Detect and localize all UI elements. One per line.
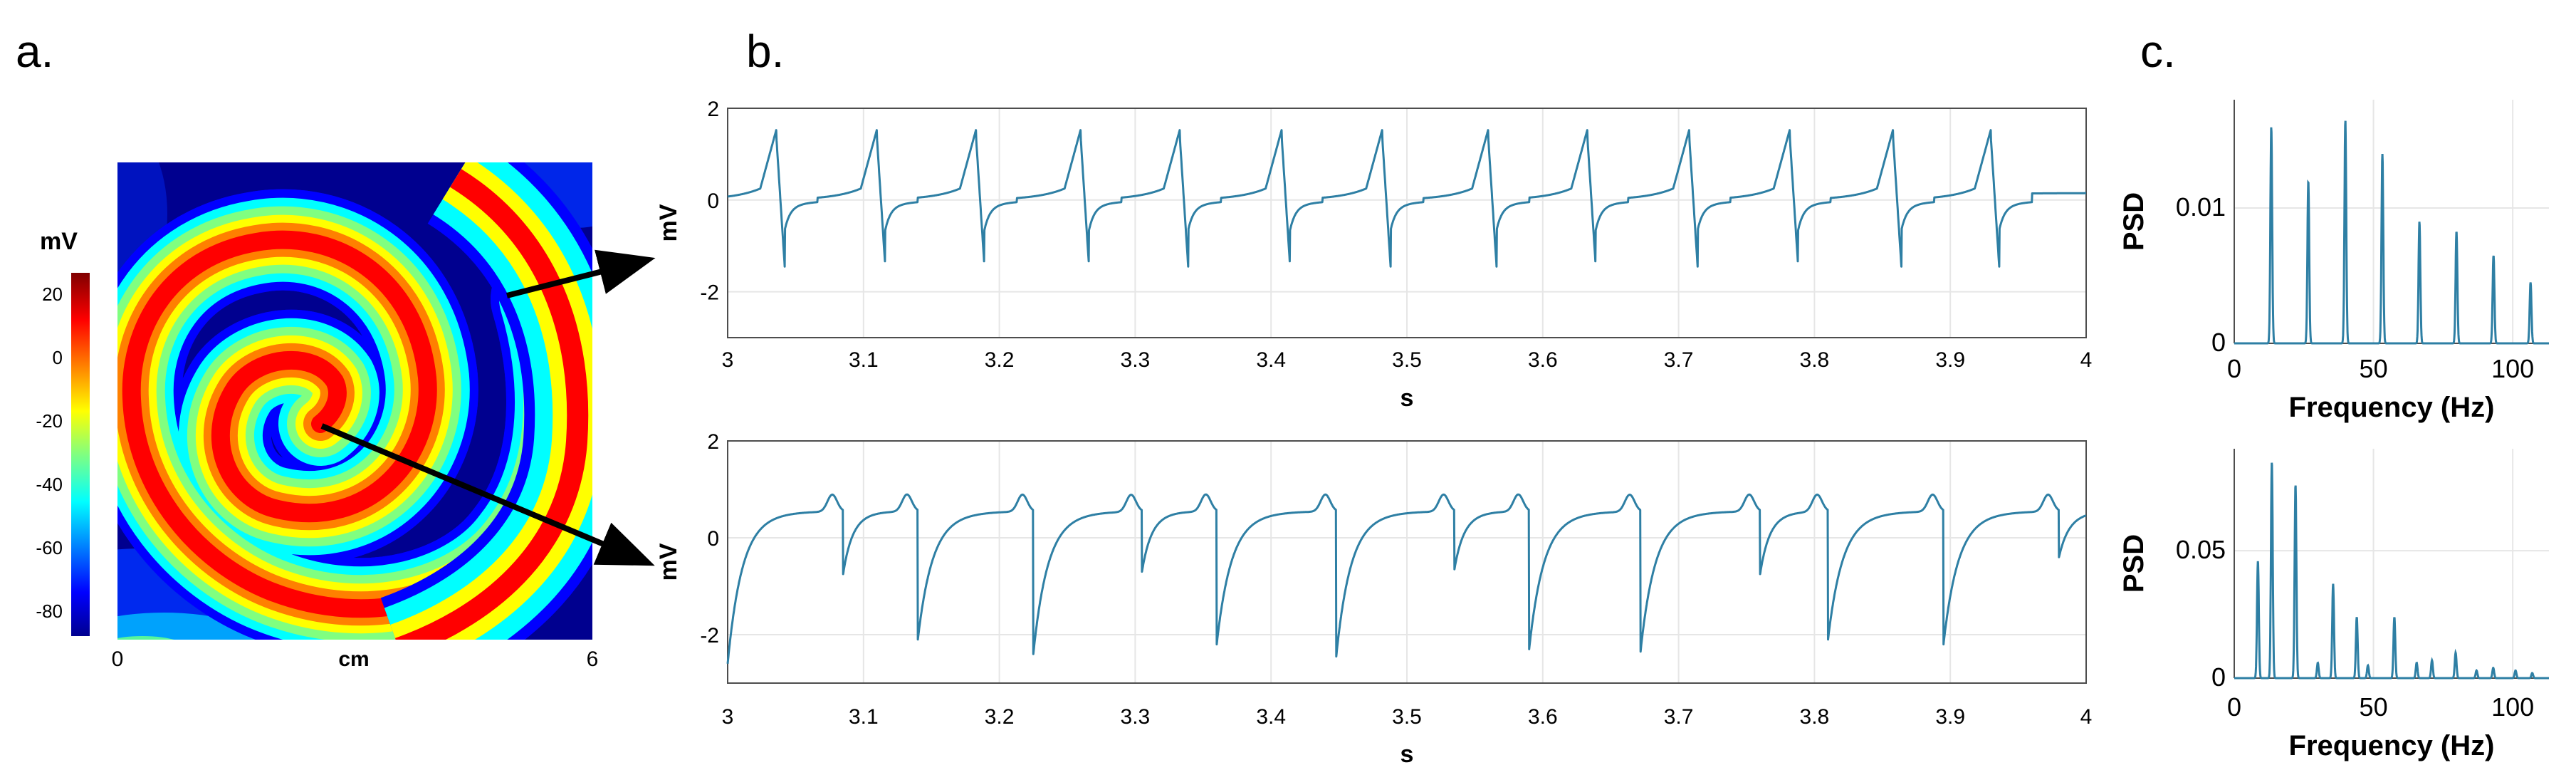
y-tick-label: -2 <box>700 624 719 647</box>
x-axis-label: s <box>1400 385 1414 412</box>
arrow-to-top-trace <box>506 249 656 298</box>
x-tick-label: 3.3 <box>1121 348 1151 372</box>
map-x-tick: 0 <box>112 647 124 671</box>
x-axis-label: Frequency (Hz) <box>2289 730 2495 761</box>
x-tick-label: 3.8 <box>1800 348 1830 372</box>
x-tick-label: 3.4 <box>1256 705 1286 729</box>
colorbar-tick: -40 <box>36 474 63 495</box>
panel-label-b: b. <box>746 26 784 77</box>
axes-frame <box>727 108 2087 338</box>
y-axis-label: PSD <box>2118 534 2150 593</box>
x-tick-label: 3.2 <box>985 348 1015 372</box>
colorbar-gradient <box>71 273 90 636</box>
x-tick-label: 3.6 <box>1528 705 1558 729</box>
x-tick-label: 3.9 <box>1935 705 1965 729</box>
psd-line <box>2234 462 2549 680</box>
top-trace-axes: 3 3.1 3.2 3.3 3.4 3.5 3.6 3.7 3.8 3.9 4 2 0 -2 s mV <box>655 98 2092 412</box>
y-tick-label: 0 <box>707 527 719 551</box>
x-tick-label: 3.5 <box>1392 705 1422 729</box>
x-tick-label: 3.7 <box>1664 348 1694 372</box>
x-tick-label: 3.2 <box>985 705 1015 729</box>
x-tick-label: 3.6 <box>1528 348 1558 372</box>
x-tick-label: 3.3 <box>1121 705 1151 729</box>
map-x-label: cm <box>338 647 369 671</box>
x-tick-label: 50 <box>2360 354 2388 383</box>
y-tick-label: 2 <box>707 98 719 121</box>
y-tick-label: 0 <box>707 189 719 213</box>
colorbar: mV 20 0 -20 -40 -60 -80 <box>36 228 90 636</box>
x-tick-label: 4 <box>2080 348 2093 372</box>
y-tick-label: 2 <box>707 430 719 454</box>
colorbar-tick: 0 <box>53 347 63 368</box>
x-tick-label: 100 <box>2491 692 2534 722</box>
x-tick-label: 100 <box>2491 354 2534 383</box>
y-tick-label: 0 <box>2211 662 2226 692</box>
x-tick-label: 4 <box>2080 705 2093 729</box>
y-tick-label: 0.01 <box>2176 192 2226 222</box>
arrow-to-bottom-trace <box>320 423 655 566</box>
map-x-tick: 6 <box>587 647 599 671</box>
spiral-wave-map <box>117 162 592 640</box>
bottom-trace-axes: 3 3.1 3.2 3.3 3.4 3.5 3.6 3.7 3.8 3.9 4 2 0 -2 s mV <box>655 430 2092 768</box>
x-axis-label: Frequency (Hz) <box>2289 392 2495 423</box>
x-tick-label: 0 <box>2227 354 2241 383</box>
y-axis-label: PSD <box>2118 192 2150 251</box>
x-axis-label: s <box>1400 741 1414 768</box>
x-tick-label: 3.7 <box>1664 705 1694 729</box>
bottom-trace-line <box>726 493 2087 664</box>
x-tick-label: 3.5 <box>1392 348 1422 372</box>
colorbar-tick: 20 <box>42 283 63 305</box>
colorbar-tick: -60 <box>36 537 63 558</box>
axes-frame <box>727 440 2087 684</box>
y-tick-label: 0 <box>2211 328 2226 357</box>
panel-label-a: a. <box>16 26 53 77</box>
x-tick-label: 0 <box>2227 692 2241 722</box>
psd-line <box>2234 120 2549 345</box>
panel-label-c: c. <box>2140 26 2176 77</box>
bottom-psd-axes: 0 50 100 0 0.05 Frequency (Hz) PSD <box>2118 449 2549 761</box>
x-tick-label: 3.1 <box>849 705 879 729</box>
top-psd-axes: 0 50 100 0 0.01 Frequency (Hz) PSD <box>2118 100 2549 423</box>
y-axis-label: mV <box>655 204 682 241</box>
x-tick-label: 3.4 <box>1256 348 1286 372</box>
y-tick-label: -2 <box>700 281 719 305</box>
top-trace-line <box>727 129 2087 268</box>
x-tick-label: 3.8 <box>1800 705 1830 729</box>
colorbar-tick: -80 <box>36 600 63 622</box>
x-tick-label: 3.9 <box>1935 348 1965 372</box>
colorbar-title: mV <box>40 228 78 255</box>
x-tick-label: 50 <box>2360 692 2388 722</box>
x-tick-label: 3 <box>722 705 734 729</box>
x-tick-label: 3.1 <box>849 348 879 372</box>
colorbar-tick: -20 <box>36 410 63 432</box>
y-tick-label: 0.05 <box>2176 535 2226 564</box>
y-axis-label: mV <box>655 543 682 581</box>
x-tick-label: 3 <box>722 348 734 372</box>
